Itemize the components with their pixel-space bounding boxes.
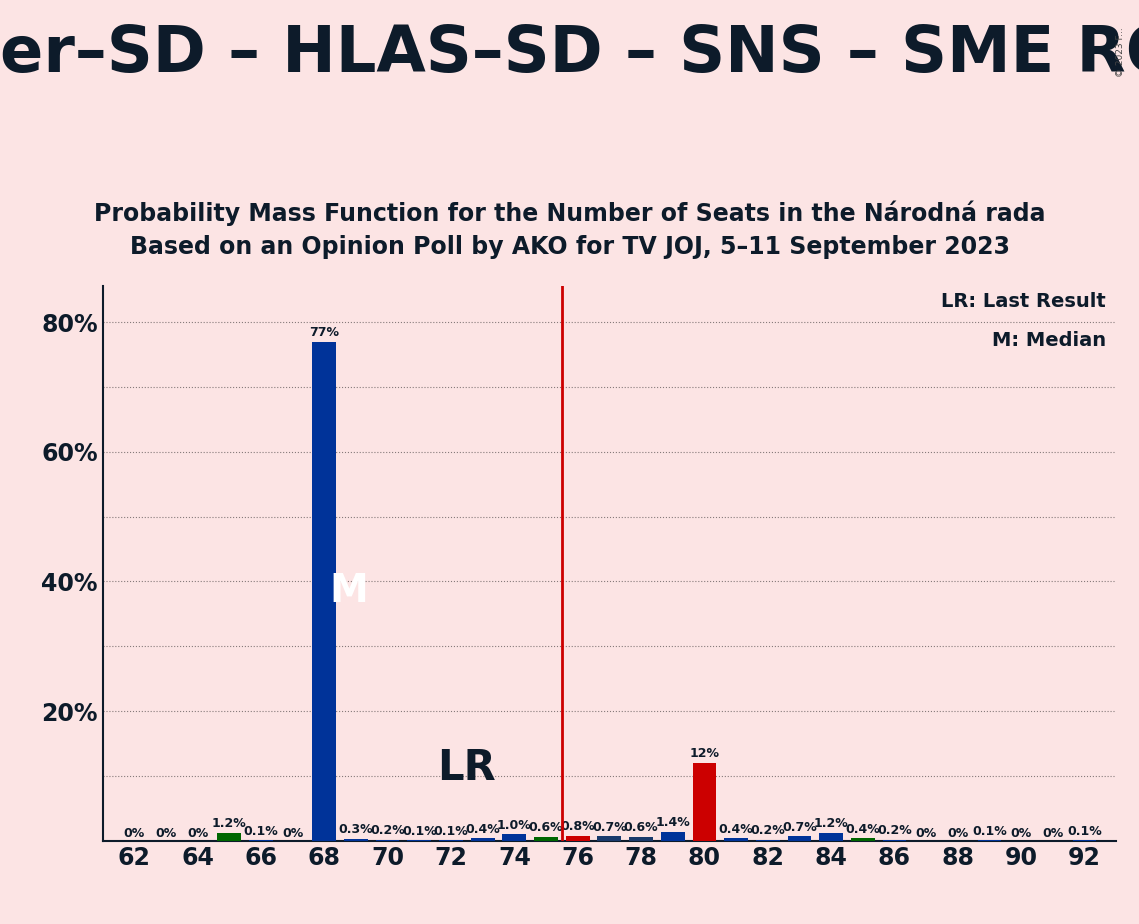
- Text: 0%: 0%: [1010, 827, 1032, 840]
- Text: 0.1%: 0.1%: [1067, 824, 1101, 837]
- Text: 0.1%: 0.1%: [402, 824, 436, 837]
- Text: M: M: [329, 572, 368, 610]
- Text: 0%: 0%: [1042, 827, 1064, 840]
- Text: 77%: 77%: [310, 326, 339, 339]
- Bar: [344, 839, 368, 841]
- Bar: [502, 834, 526, 841]
- Text: 0.4%: 0.4%: [845, 822, 880, 835]
- Text: 12%: 12%: [689, 748, 720, 760]
- Text: 0%: 0%: [282, 827, 303, 840]
- Text: 0%: 0%: [916, 827, 936, 840]
- Text: Probability Mass Function for the Number of Seats in the Národná rada: Probability Mass Function for the Number…: [93, 201, 1046, 226]
- Text: 0.7%: 0.7%: [782, 821, 817, 833]
- Text: 1.2%: 1.2%: [813, 818, 849, 831]
- Text: er–SD – HLAS–SD – SNS – SME RODINA – Kotleba–ĽS: er–SD – HLAS–SD – SNS – SME RODINA – Kot…: [0, 23, 1139, 85]
- Bar: [756, 840, 779, 841]
- Text: © 2023 F...: © 2023 F...: [1116, 28, 1125, 78]
- Text: LR: Last Result: LR: Last Result: [941, 292, 1106, 311]
- Bar: [312, 342, 336, 841]
- Bar: [851, 838, 875, 841]
- Text: 0%: 0%: [123, 827, 145, 840]
- Text: 1.2%: 1.2%: [212, 818, 247, 831]
- Text: 0.1%: 0.1%: [434, 824, 468, 837]
- Text: M: Median: M: Median: [992, 331, 1106, 350]
- Text: 0.3%: 0.3%: [338, 823, 374, 836]
- Text: 0%: 0%: [948, 827, 968, 840]
- Text: 1.4%: 1.4%: [655, 816, 690, 829]
- Bar: [661, 832, 685, 841]
- Text: 0.7%: 0.7%: [592, 821, 626, 833]
- Text: 0%: 0%: [187, 827, 208, 840]
- Bar: [534, 837, 558, 841]
- Bar: [470, 838, 494, 841]
- Bar: [724, 838, 748, 841]
- Text: 0%: 0%: [155, 827, 177, 840]
- Bar: [693, 763, 716, 841]
- Text: 0.1%: 0.1%: [244, 824, 278, 837]
- Text: 0.4%: 0.4%: [719, 822, 754, 835]
- Text: 0.1%: 0.1%: [972, 824, 1007, 837]
- Text: 0.6%: 0.6%: [528, 821, 564, 834]
- Text: 0.6%: 0.6%: [624, 821, 658, 834]
- Text: 0.4%: 0.4%: [465, 822, 500, 835]
- Bar: [629, 837, 653, 841]
- Text: 0.2%: 0.2%: [370, 824, 405, 837]
- Bar: [819, 833, 843, 841]
- Text: 0.8%: 0.8%: [560, 821, 595, 833]
- Text: Based on an Opinion Poll by AKO for TV JOJ, 5–11 September 2023: Based on an Opinion Poll by AKO for TV J…: [130, 235, 1009, 259]
- Text: 0.2%: 0.2%: [877, 824, 912, 837]
- Bar: [787, 836, 811, 841]
- Bar: [566, 835, 590, 841]
- Bar: [218, 833, 241, 841]
- Text: 0.2%: 0.2%: [751, 824, 785, 837]
- Bar: [598, 836, 621, 841]
- Text: 1.0%: 1.0%: [497, 819, 532, 832]
- Bar: [376, 840, 400, 841]
- Bar: [883, 840, 907, 841]
- Text: LR: LR: [437, 748, 497, 789]
